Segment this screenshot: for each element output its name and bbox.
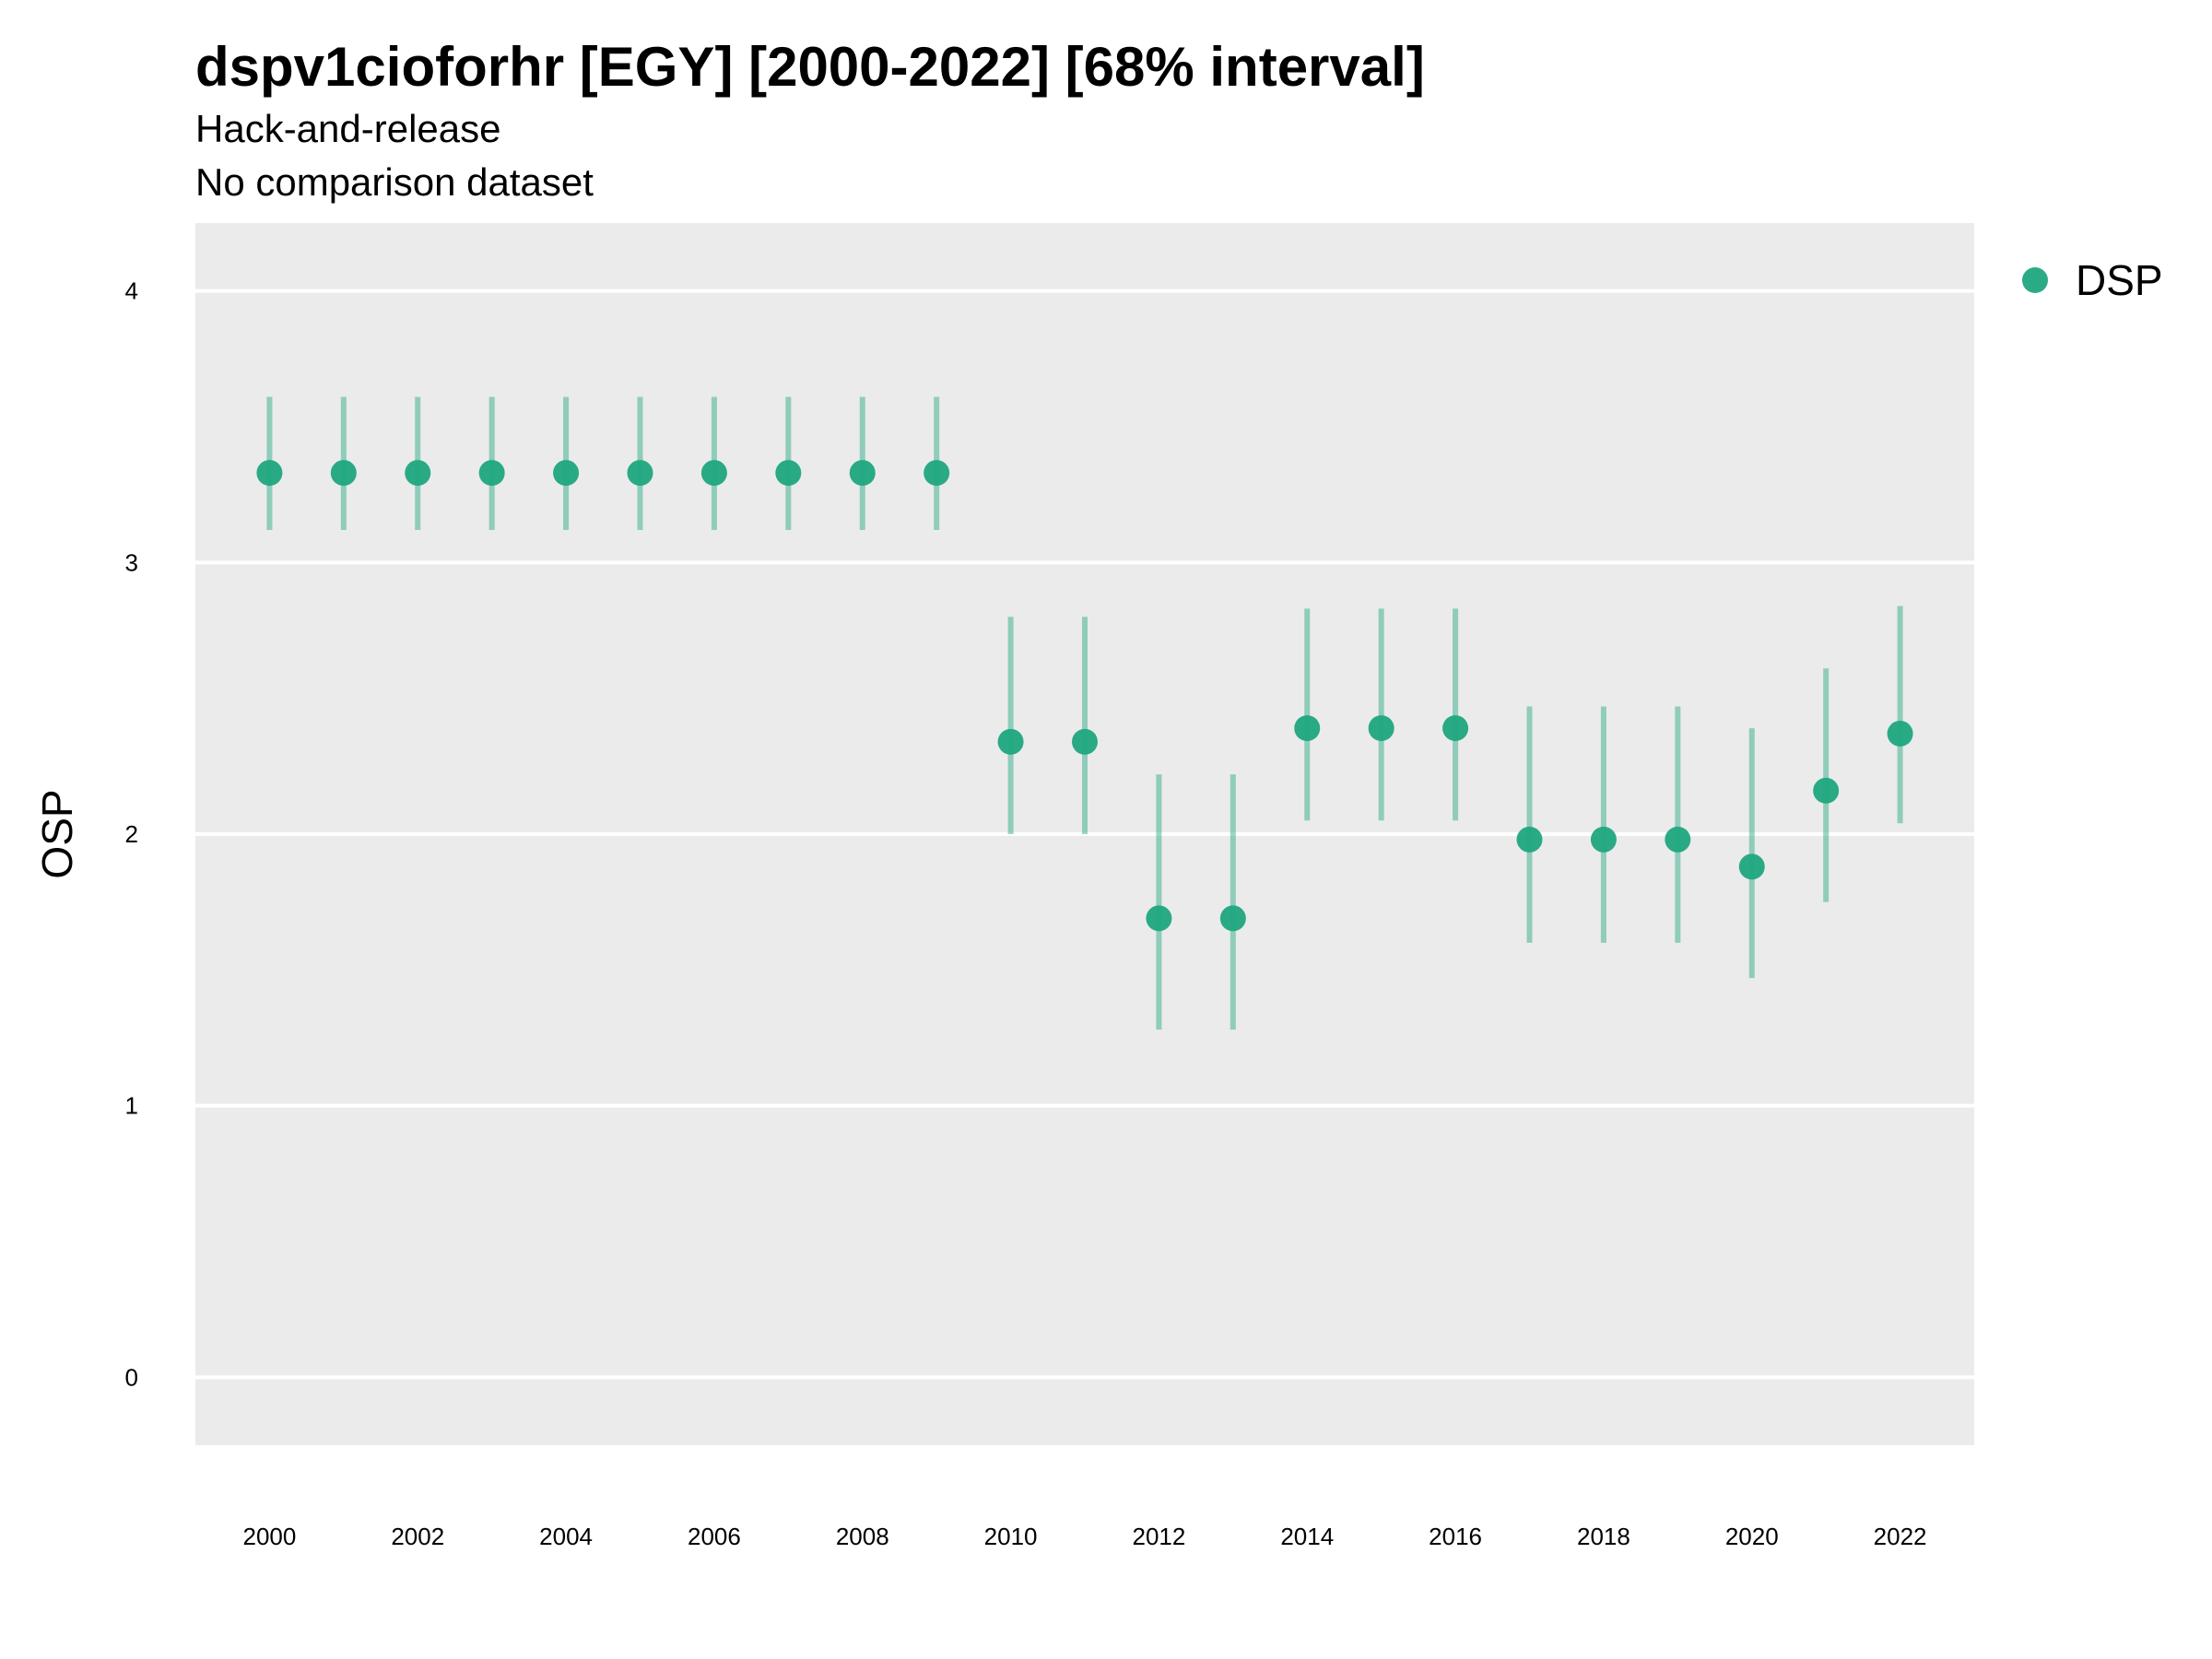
data-point	[924, 460, 950, 487]
x-tick-label: 2022	[1874, 1523, 1927, 1550]
data-point	[775, 460, 802, 487]
data-point	[1146, 905, 1172, 932]
data-point	[256, 460, 283, 487]
data-point	[1665, 826, 1691, 853]
data-point	[627, 460, 653, 487]
data-point	[1072, 728, 1098, 755]
data-point	[1813, 777, 1840, 804]
data-point	[1368, 715, 1394, 742]
y-tick-label: 4	[125, 277, 138, 305]
x-tick-label: 2008	[836, 1523, 889, 1550]
x-tick-label: 2018	[1577, 1523, 1630, 1550]
x-tick-label: 2006	[688, 1523, 741, 1550]
data-point	[1516, 826, 1543, 853]
y-tick-label: 3	[125, 548, 138, 576]
x-tick-label: 2012	[1132, 1523, 1185, 1550]
x-tick-label: 2016	[1429, 1523, 1482, 1550]
chart-subtitle: Hack-and-release	[195, 107, 501, 150]
data-point	[700, 460, 727, 487]
chart-subtitle-secondary: No comparison dataset	[195, 160, 594, 204]
y-tick-label: 0	[125, 1363, 138, 1391]
x-tick-label: 2014	[1280, 1523, 1334, 1550]
chart-title: dspv1cioforhr [EGY] [2000-2022] [68% int…	[195, 36, 1425, 98]
x-tick-label: 2020	[1725, 1523, 1779, 1550]
data-point	[1294, 715, 1321, 742]
data-point	[997, 728, 1024, 755]
y-axis-ticks: 0 1 2 3 4	[125, 277, 138, 1392]
data-point	[553, 460, 580, 487]
y-tick-label: 1	[125, 1092, 138, 1120]
y-tick-label: 2	[125, 820, 138, 848]
data-point	[1887, 720, 1913, 747]
x-tick-label: 2010	[984, 1523, 1038, 1550]
data-point	[1219, 905, 1246, 932]
x-tick-label: 2000	[242, 1523, 296, 1550]
data-point	[478, 460, 505, 487]
data-point	[1738, 853, 1765, 880]
data-point	[405, 460, 431, 487]
data-point	[849, 460, 876, 487]
y-axis-label: OSP	[33, 789, 81, 878]
x-tick-label: 2004	[539, 1523, 593, 1550]
legend: DSP	[2022, 256, 2163, 304]
legend-key-dsp	[2022, 267, 2048, 293]
legend-label-dsp: DSP	[2076, 256, 2163, 304]
data-point	[330, 460, 357, 487]
data-point	[1590, 826, 1617, 853]
x-tick-label: 2002	[391, 1523, 444, 1550]
data-point	[1442, 715, 1469, 742]
x-axis-ticks: 2000 2002 2004 2006 2008 2010 2012 2014 2016 2018…	[242, 1523, 1926, 1550]
data-points	[256, 460, 1913, 932]
